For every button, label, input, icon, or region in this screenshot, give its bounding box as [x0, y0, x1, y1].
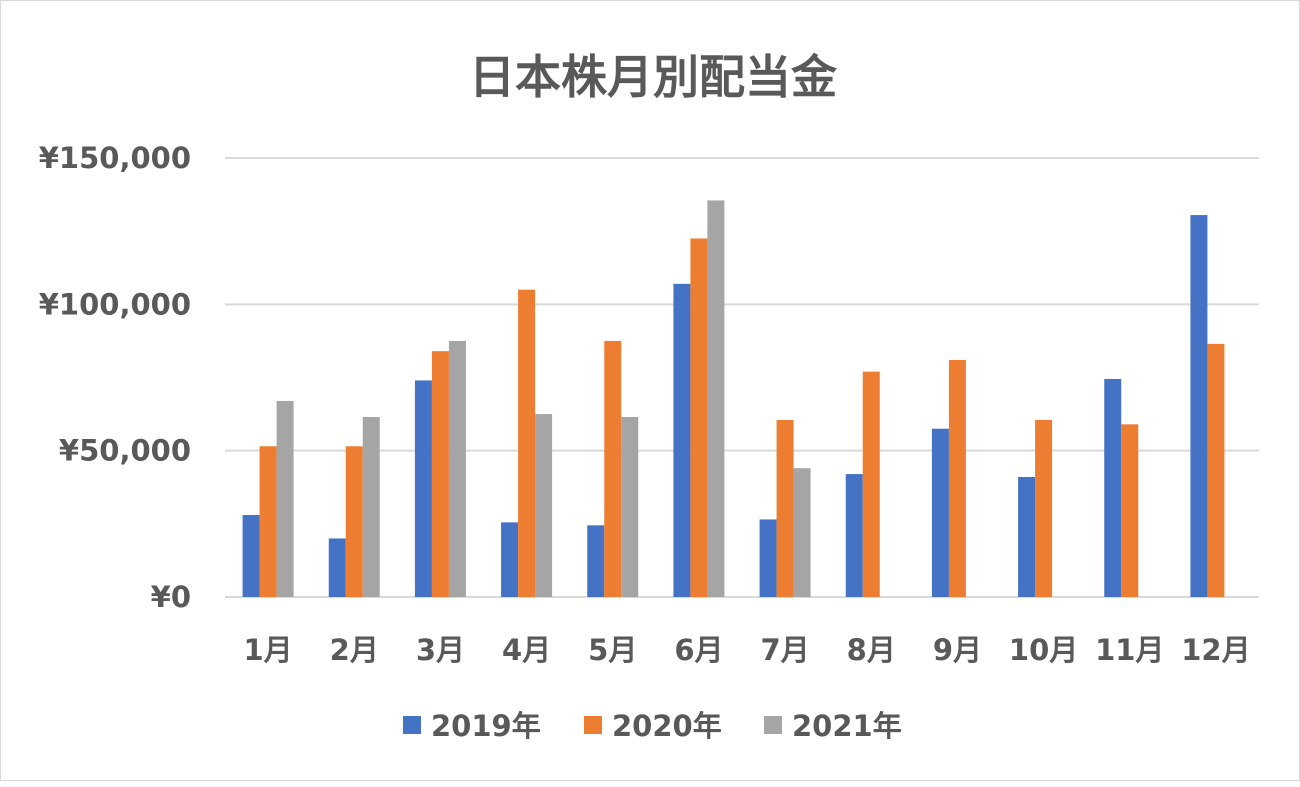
- bar: [948, 359, 966, 597]
- legend: 2019年 2020年 2021年: [403, 709, 902, 743]
- bar: [362, 417, 380, 597]
- bar: [276, 400, 294, 597]
- legend-label: 2020年: [612, 709, 722, 743]
- bars: [242, 200, 1225, 598]
- x-tick-label: 3月: [416, 633, 465, 667]
- bar: [535, 414, 553, 597]
- legend-swatch: [403, 716, 421, 734]
- y-tick-label: ¥100,000: [39, 287, 191, 321]
- x-tick-label: 9月: [933, 633, 982, 667]
- bar: [707, 200, 725, 598]
- bar: [621, 417, 639, 597]
- bar: [759, 519, 777, 597]
- x-tick-label: 4月: [502, 633, 551, 667]
- bar: [431, 351, 449, 597]
- bar: [345, 446, 363, 597]
- chart-title: 日本株月別配当金: [469, 50, 838, 104]
- y-tick-label: ¥50,000: [59, 434, 191, 468]
- x-axis-ticks: 1月 2月 3月 4月 5月 6月 7月 8月 9月 10月 11月 12月: [243, 633, 1250, 667]
- bar: [1018, 477, 1036, 597]
- bar: [931, 428, 949, 597]
- y-tick-label: ¥0: [151, 580, 191, 614]
- bar: [845, 474, 863, 597]
- bar: [1035, 419, 1053, 597]
- bar: [690, 238, 708, 597]
- y-axis-ticks: ¥0 ¥50,000 ¥100,000 ¥150,000: [39, 141, 191, 614]
- bar: [501, 522, 519, 597]
- bar: [1207, 343, 1225, 597]
- x-tick-label: 5月: [588, 633, 637, 667]
- x-tick-label: 7月: [760, 633, 809, 667]
- bar: [518, 289, 536, 597]
- bar: [604, 340, 622, 597]
- x-tick-label: 11月: [1095, 633, 1164, 667]
- bar: [1190, 215, 1208, 597]
- legend-swatch: [584, 716, 602, 734]
- bar: [862, 371, 880, 597]
- legend-label: 2021年: [792, 709, 902, 743]
- bar: [587, 525, 605, 597]
- bar: [1121, 424, 1139, 597]
- legend-label: 2019年: [431, 709, 541, 743]
- bar: [673, 283, 691, 597]
- bar: [328, 538, 346, 597]
- bar: [1104, 378, 1122, 597]
- bar: [414, 380, 432, 597]
- bar: [776, 419, 794, 597]
- gridlines: [225, 157, 1259, 598]
- x-tick-label: 8月: [847, 633, 896, 667]
- bar: [259, 446, 277, 597]
- x-tick-label: 2月: [330, 633, 379, 667]
- x-tick-label: 6月: [674, 633, 723, 667]
- y-tick-label: ¥150,000: [39, 141, 191, 175]
- bar: [793, 468, 811, 597]
- x-tick-label: 10月: [1009, 633, 1078, 667]
- bar: [242, 515, 260, 597]
- x-tick-label: 12月: [1181, 633, 1250, 667]
- bar: [448, 340, 466, 597]
- legend-swatch: [764, 716, 782, 734]
- x-tick-label: 1月: [243, 633, 292, 667]
